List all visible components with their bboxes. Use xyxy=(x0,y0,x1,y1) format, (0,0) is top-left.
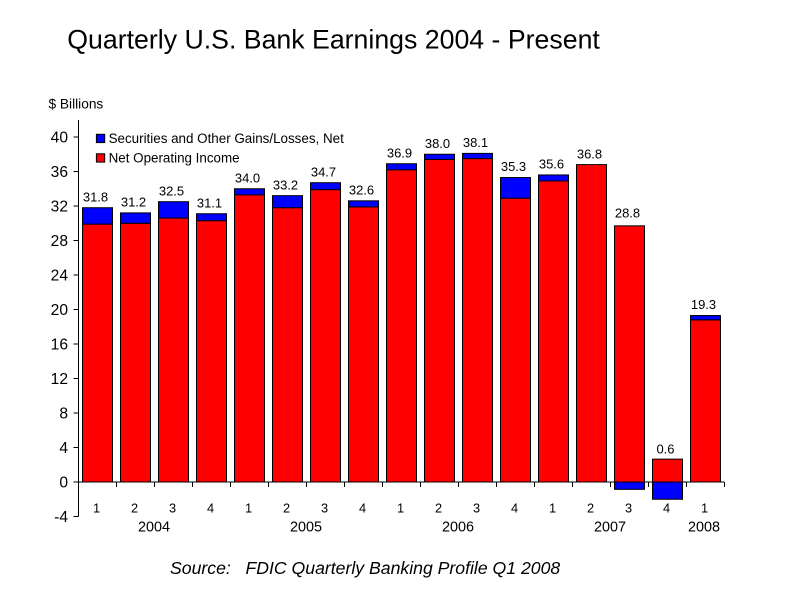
svg-text:3: 3 xyxy=(473,500,480,515)
svg-text:32.6: 32.6 xyxy=(349,183,374,198)
svg-text:33.2: 33.2 xyxy=(273,177,298,192)
svg-text:4: 4 xyxy=(511,500,518,515)
svg-text:2007: 2007 xyxy=(594,519,626,535)
svg-text:19.3: 19.3 xyxy=(691,297,716,312)
svg-text:34.7: 34.7 xyxy=(311,164,336,179)
svg-text:3: 3 xyxy=(625,500,632,515)
svg-text:31.2: 31.2 xyxy=(121,195,146,210)
svg-text:2005: 2005 xyxy=(290,519,322,535)
svg-text:1: 1 xyxy=(701,500,708,515)
svg-text:38.1: 38.1 xyxy=(463,135,488,150)
svg-text:$ Billions: $ Billions xyxy=(49,96,104,111)
svg-text:3: 3 xyxy=(169,500,176,515)
svg-text:20: 20 xyxy=(51,302,69,319)
svg-text:2: 2 xyxy=(131,500,138,515)
svg-text:4: 4 xyxy=(359,500,366,515)
svg-text:4: 4 xyxy=(59,440,68,457)
svg-text:36.8: 36.8 xyxy=(577,146,602,161)
svg-text:1: 1 xyxy=(397,500,404,515)
svg-text:1: 1 xyxy=(93,500,100,515)
svg-text:1: 1 xyxy=(549,500,556,515)
svg-text:0.6: 0.6 xyxy=(656,442,674,457)
svg-text:31.8: 31.8 xyxy=(83,189,108,204)
svg-text:2008: 2008 xyxy=(688,519,720,535)
svg-text:35.3: 35.3 xyxy=(501,159,526,174)
svg-text:2004: 2004 xyxy=(138,519,170,535)
svg-text:28.8: 28.8 xyxy=(615,205,640,220)
svg-text:40: 40 xyxy=(51,130,69,147)
svg-text:36: 36 xyxy=(51,164,68,181)
svg-text:16: 16 xyxy=(51,337,68,354)
svg-text:0: 0 xyxy=(59,475,68,492)
svg-text:36.9: 36.9 xyxy=(387,145,412,160)
svg-text:2006: 2006 xyxy=(442,519,474,535)
svg-text:8: 8 xyxy=(59,406,68,423)
svg-text:2: 2 xyxy=(587,500,594,515)
svg-text:-4: -4 xyxy=(54,509,68,526)
svg-text:31.1: 31.1 xyxy=(197,196,222,211)
svg-text:Quarterly U.S. Bank Earnings 2: Quarterly U.S. Bank Earnings 2004 - Pres… xyxy=(67,25,600,55)
svg-text:24: 24 xyxy=(51,268,69,285)
svg-text:1: 1 xyxy=(245,500,252,515)
svg-text:3: 3 xyxy=(321,500,328,515)
svg-text:32.5: 32.5 xyxy=(159,183,184,198)
svg-text:35.6: 35.6 xyxy=(539,157,564,172)
svg-text:34.0: 34.0 xyxy=(235,170,260,185)
svg-text:4: 4 xyxy=(663,500,670,515)
svg-text:2: 2 xyxy=(283,500,290,515)
svg-text:Net Operating Income: Net Operating Income xyxy=(109,151,240,166)
svg-text:12: 12 xyxy=(51,371,68,388)
svg-text:Source: FDIC Quarterly Banki: Source: FDIC Quarterly Banking Profile Q… xyxy=(170,558,560,578)
svg-text:32: 32 xyxy=(51,199,68,216)
svg-text:Securities and Other Gains/Los: Securities and Other Gains/Losses, Net xyxy=(109,131,344,146)
svg-text:38.0: 38.0 xyxy=(425,136,450,151)
svg-text:4: 4 xyxy=(207,500,214,515)
svg-text:2: 2 xyxy=(435,500,442,515)
svg-text:28: 28 xyxy=(51,233,68,250)
